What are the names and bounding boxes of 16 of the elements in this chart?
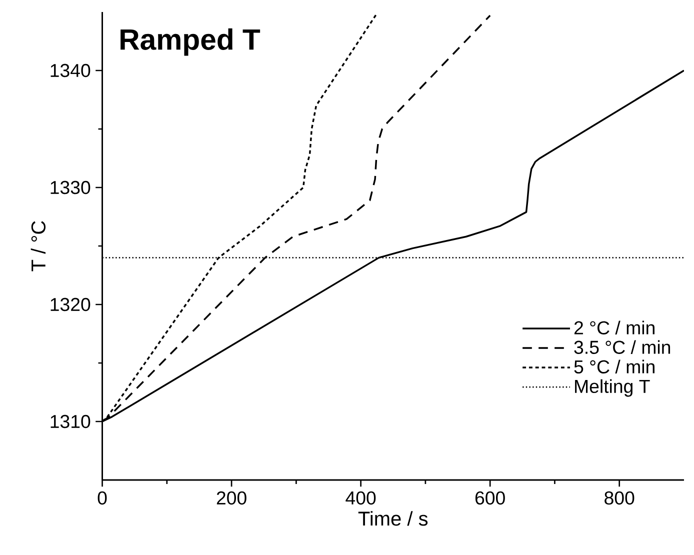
legend-label: Melting T (575, 379, 650, 397)
y-tick-label: 1310 (50, 414, 90, 428)
x-tick-label: 600 (475, 491, 505, 505)
y-tick-label: 1320 (50, 298, 90, 312)
x-tick-label: 0 (98, 491, 107, 505)
x-tick-label: 800 (604, 491, 634, 505)
legend-label: 3.5 °C / min (574, 340, 670, 354)
y-axis-title: T / °C (30, 221, 46, 272)
legend-label: 5 °C / min (574, 360, 654, 374)
text: Ramped T (120, 28, 260, 56)
x-axis-title: Time / s (358, 511, 428, 526)
x-tick-label: 200 (216, 491, 246, 505)
y-tick-label: 1340 (50, 64, 90, 78)
y-tick-label: 1330 (50, 180, 90, 194)
x-tick-label: 400 (346, 491, 376, 505)
legend-label: 2 °C / min (574, 320, 654, 334)
